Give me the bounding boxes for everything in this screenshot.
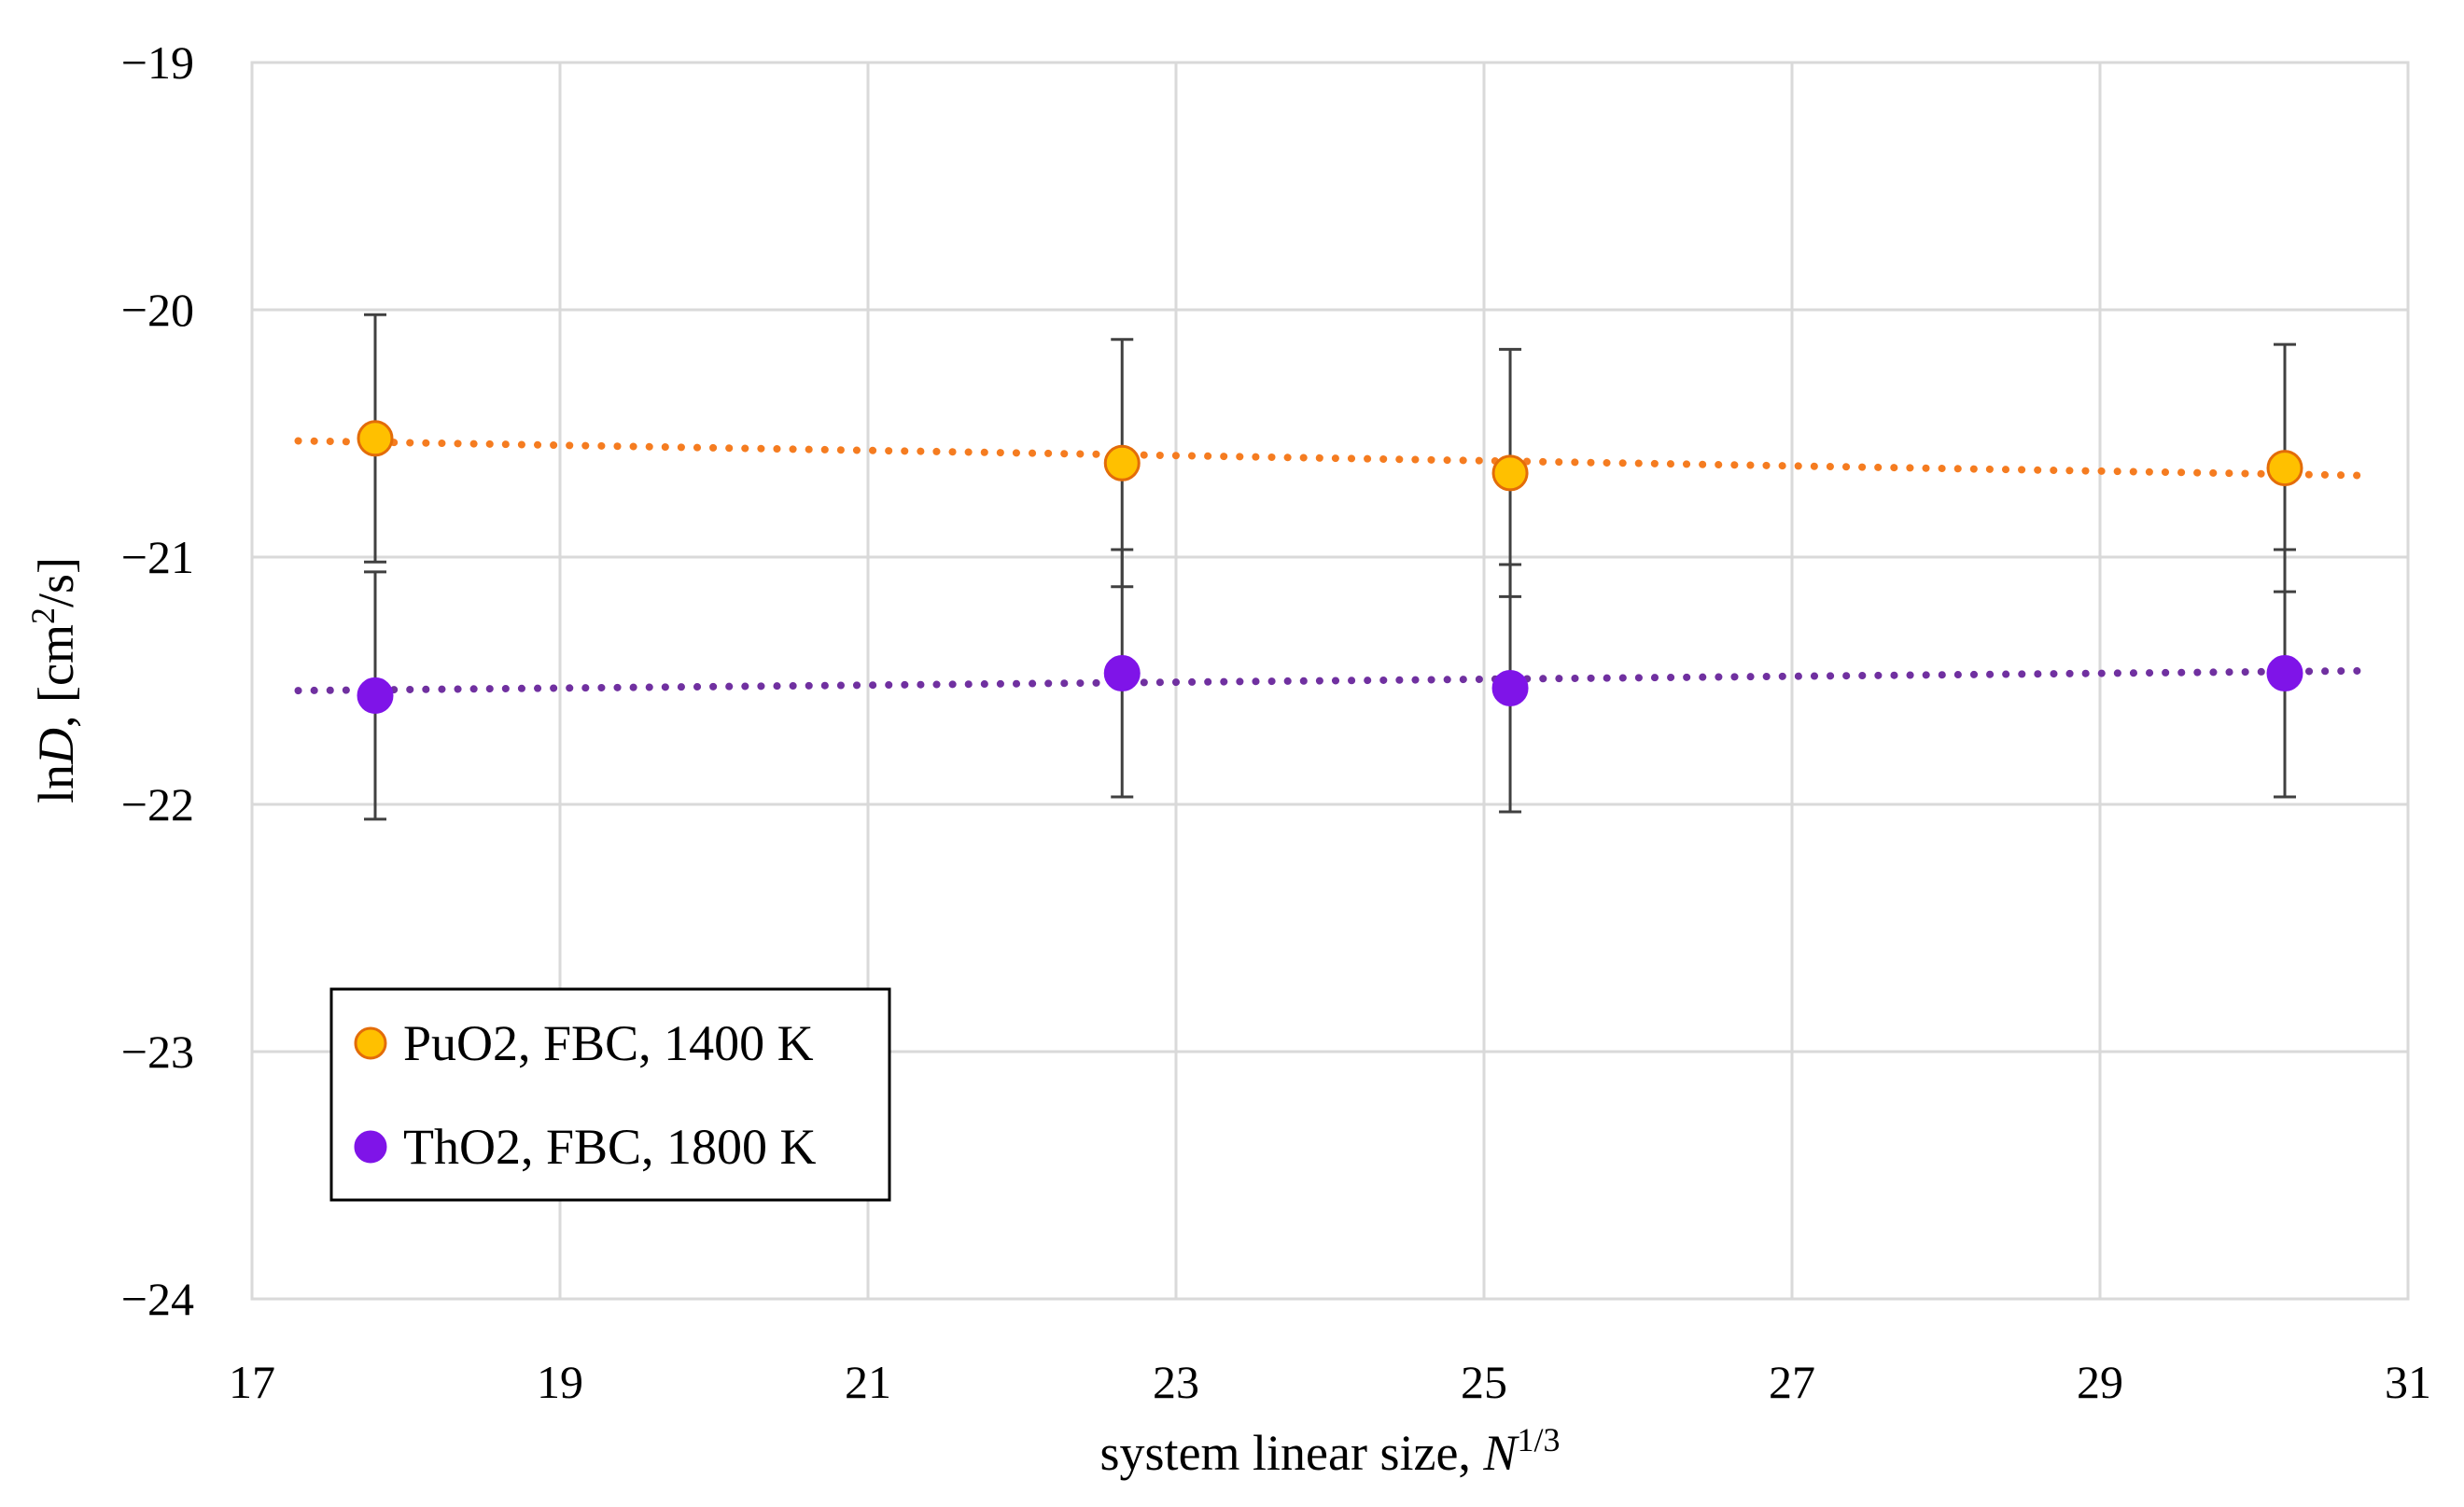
trendline-series-1: [294, 666, 2366, 695]
legend-item-puo2: PuO2, FBC, 1400 K: [354, 1015, 814, 1071]
data-point-series-0: [2266, 450, 2303, 487]
data-point-series-1: [357, 677, 394, 714]
x-axis-ticks: 17 19 21 23 25 27 29 31: [229, 1356, 2431, 1408]
y-tick-label: −23: [121, 1026, 194, 1078]
y-axis-ticks: −24 −23 −22 −21 −20 −19: [121, 36, 194, 1325]
data-point-series-0: [1491, 454, 1529, 492]
legend-marker-tho2: [354, 1130, 387, 1164]
data-point-series-1: [1491, 669, 1529, 706]
legend-label-puo2: PuO2, FBC, 1400 K: [403, 1015, 814, 1071]
data-point-series-0: [357, 420, 394, 457]
y-axis-label: lnD, [cm2/s]: [24, 557, 84, 803]
x-tick-label: 21: [845, 1356, 891, 1408]
y-tick-label: −21: [121, 531, 194, 583]
x-tick-label: 27: [1769, 1356, 1815, 1408]
trendlines: [294, 437, 2366, 695]
data-point-series-1: [1103, 655, 1141, 692]
x-tick-label: 25: [1461, 1356, 1507, 1408]
plot-area-frame: [250, 61, 2410, 1301]
x-axis-label: system linear size, N1/3: [1100, 1421, 1561, 1481]
y-tick-label: −19: [121, 36, 194, 89]
legend-item-tho2: ThO2, FBC, 1800 K: [354, 1119, 817, 1175]
x-tick-label: 17: [229, 1356, 275, 1408]
trendline-series-0: [294, 437, 2366, 480]
data-point-series-0: [1103, 444, 1141, 481]
x-tick-label: 19: [537, 1356, 583, 1408]
x-tick-label: 29: [2077, 1356, 2123, 1408]
legend-box: [329, 987, 891, 1202]
data-point-series-1: [2266, 655, 2303, 692]
y-tick-label: −24: [121, 1273, 194, 1325]
legend-marker-puo2: [354, 1026, 387, 1060]
error-bars: [364, 313, 2296, 821]
y-tick-label: −22: [121, 778, 194, 830]
legend: PuO2, FBC, 1400 K ThO2, FBC, 1800 K: [329, 987, 891, 1202]
x-tick-label: 31: [2385, 1356, 2431, 1408]
x-tick-label: 23: [1153, 1356, 1199, 1408]
data-points: [357, 420, 2303, 714]
legend-label-tho2: ThO2, FBC, 1800 K: [403, 1119, 817, 1175]
y-tick-label: −20: [121, 284, 194, 336]
